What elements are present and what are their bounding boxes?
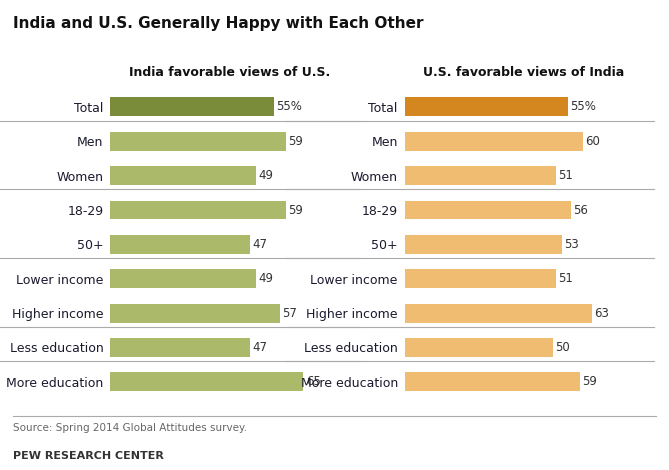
Bar bbox=[405, 97, 568, 117]
Bar bbox=[110, 304, 280, 322]
Bar bbox=[110, 269, 256, 288]
Bar bbox=[110, 372, 303, 392]
Bar bbox=[110, 97, 274, 117]
Text: 59: 59 bbox=[288, 135, 303, 148]
Text: 59: 59 bbox=[288, 204, 303, 217]
Bar bbox=[110, 235, 250, 254]
Text: 56: 56 bbox=[573, 204, 588, 217]
Text: 51: 51 bbox=[559, 272, 573, 285]
Bar bbox=[110, 166, 256, 185]
Text: 60: 60 bbox=[585, 135, 600, 148]
Title: India favorable views of U.S.: India favorable views of U.S. bbox=[128, 66, 330, 79]
Text: 49: 49 bbox=[258, 169, 273, 182]
Text: Source: Spring 2014 Global Attitudes survey.: Source: Spring 2014 Global Attitudes sur… bbox=[13, 423, 248, 433]
Bar bbox=[405, 304, 592, 322]
Text: 65: 65 bbox=[306, 376, 320, 388]
Text: 55%: 55% bbox=[276, 101, 302, 113]
Text: 53: 53 bbox=[565, 238, 579, 251]
Title: U.S. favorable views of India: U.S. favorable views of India bbox=[423, 66, 624, 79]
Bar bbox=[405, 235, 562, 254]
Text: 63: 63 bbox=[594, 306, 609, 320]
Text: PEW RESEARCH CENTER: PEW RESEARCH CENTER bbox=[13, 451, 165, 461]
Text: 47: 47 bbox=[252, 341, 268, 354]
Bar bbox=[405, 201, 571, 219]
Text: 47: 47 bbox=[252, 238, 268, 251]
Text: 57: 57 bbox=[282, 306, 297, 320]
Bar bbox=[110, 338, 250, 357]
Bar bbox=[405, 166, 556, 185]
Text: 55%: 55% bbox=[571, 101, 596, 113]
Bar bbox=[110, 201, 286, 219]
Bar bbox=[405, 132, 583, 151]
Text: 50: 50 bbox=[555, 341, 570, 354]
Bar bbox=[110, 132, 286, 151]
Text: 51: 51 bbox=[559, 169, 573, 182]
Text: India and U.S. Generally Happy with Each Other: India and U.S. Generally Happy with Each… bbox=[13, 16, 424, 31]
Text: 59: 59 bbox=[582, 376, 597, 388]
Bar bbox=[405, 338, 553, 357]
Bar bbox=[405, 269, 556, 288]
Text: 49: 49 bbox=[258, 272, 273, 285]
Bar bbox=[405, 372, 580, 392]
